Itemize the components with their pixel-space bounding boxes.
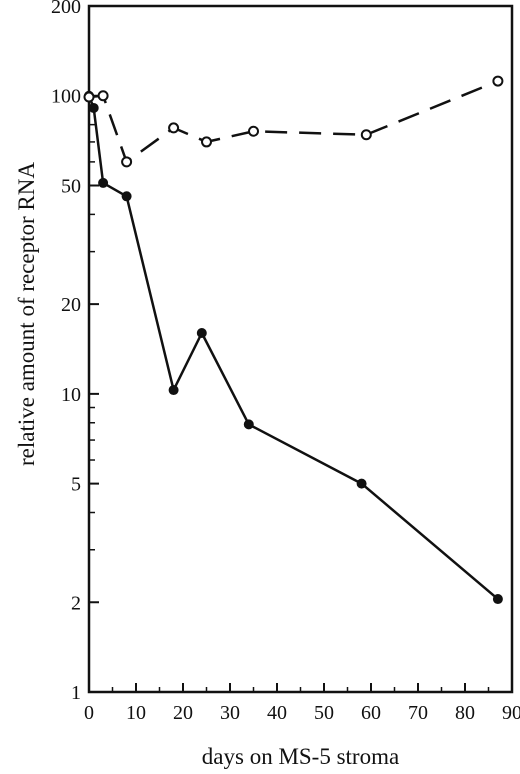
series-1-point	[356, 478, 367, 489]
plot-frame	[87, 4, 514, 694]
series-1-point	[492, 594, 503, 605]
y-axis-label: relative amount of receptor RNA	[14, 162, 39, 466]
labels: 0 10 20 30 40 50 60 70 80 90 1 2 5 10 20 50 100 200	[51, 0, 520, 724]
y-tick-label: 2	[71, 592, 81, 614]
series-2-point	[492, 75, 504, 87]
series-1-point	[121, 191, 132, 202]
y-tick-label: 10	[61, 384, 81, 406]
series-2-point	[83, 91, 95, 103]
series-2-point	[97, 90, 109, 102]
y-tick-label: 5	[71, 474, 81, 496]
series-1-point	[196, 328, 207, 339]
x-tick-label: 0	[84, 702, 94, 724]
x-tick-label: 10	[126, 702, 146, 724]
x-tick-label: 30	[220, 702, 240, 724]
x-tick-label: 70	[408, 702, 428, 724]
series-2-point	[168, 122, 180, 134]
series-1-point	[88, 102, 99, 113]
x-axis-label: days on MS-5 stroma	[202, 744, 399, 769]
x-tick-label: 20	[173, 702, 193, 724]
series-2-line	[88, 79, 499, 164]
series-1-point	[168, 385, 179, 396]
series-2-point	[360, 129, 372, 141]
x-tick-label: 90	[502, 702, 520, 724]
y-tick-label: 100	[51, 86, 81, 108]
y-tick-label: 20	[61, 294, 81, 316]
x-tick-label: 60	[361, 702, 381, 724]
series-2-point	[201, 136, 212, 148]
series-1-point	[243, 419, 254, 430]
series-1-line	[87, 95, 499, 601]
axes	[87, 4, 514, 694]
series-1-point	[98, 177, 109, 188]
y-tick-label: 200	[51, 0, 81, 18]
y-tick-label: 1	[71, 682, 81, 704]
series-2-point	[248, 125, 259, 137]
series-2-point	[121, 156, 133, 168]
y-tick-label: 50	[61, 175, 81, 197]
x-tick-label: 50	[314, 702, 334, 724]
x-tick-label: 40	[267, 702, 287, 724]
x-tick-label: 80	[455, 702, 475, 724]
series-layer	[83, 75, 504, 605]
